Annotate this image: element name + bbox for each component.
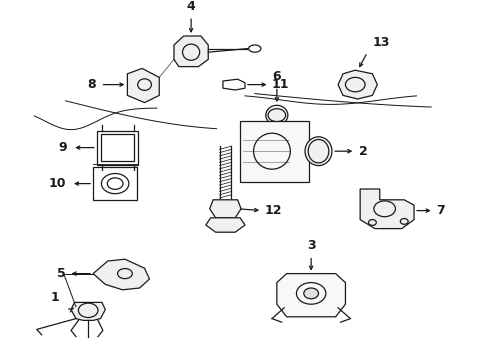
Text: 1: 1 [51, 291, 60, 304]
Text: 8: 8 [87, 78, 96, 91]
Text: 5: 5 [57, 267, 66, 280]
Polygon shape [360, 189, 414, 229]
Ellipse shape [305, 137, 332, 166]
Circle shape [304, 288, 318, 299]
Text: 10: 10 [49, 177, 66, 190]
Text: 12: 12 [265, 204, 282, 217]
Polygon shape [210, 200, 241, 218]
Text: 13: 13 [372, 36, 390, 49]
Polygon shape [174, 36, 208, 67]
Polygon shape [206, 218, 245, 232]
Ellipse shape [266, 105, 288, 125]
Text: 7: 7 [436, 204, 445, 217]
FancyBboxPatch shape [240, 121, 309, 182]
Text: 9: 9 [59, 141, 67, 154]
Text: 11: 11 [272, 78, 290, 91]
Text: 4: 4 [187, 0, 196, 13]
Polygon shape [93, 259, 149, 290]
Text: 6: 6 [272, 70, 281, 83]
Polygon shape [338, 70, 377, 99]
Polygon shape [127, 68, 159, 103]
Text: 3: 3 [307, 239, 316, 252]
Text: 2: 2 [359, 145, 368, 158]
Polygon shape [277, 274, 345, 317]
Polygon shape [71, 302, 105, 320]
